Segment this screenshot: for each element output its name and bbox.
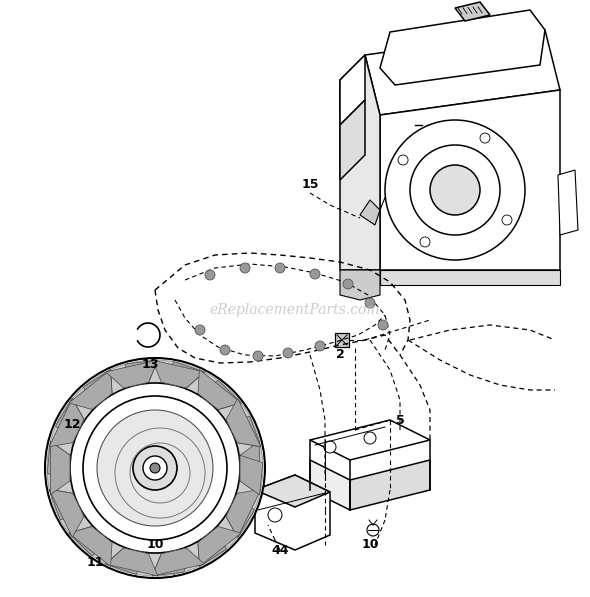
Circle shape [364, 432, 376, 444]
Polygon shape [558, 170, 578, 235]
Circle shape [143, 456, 167, 480]
Polygon shape [47, 441, 70, 481]
Circle shape [83, 419, 91, 427]
Polygon shape [198, 527, 241, 567]
Polygon shape [310, 420, 430, 460]
Circle shape [152, 522, 164, 534]
Polygon shape [380, 270, 560, 285]
Circle shape [378, 320, 388, 330]
Polygon shape [152, 548, 186, 576]
Text: 10: 10 [361, 538, 379, 552]
Text: 13: 13 [142, 359, 159, 371]
Circle shape [398, 155, 408, 165]
Polygon shape [69, 527, 112, 567]
Polygon shape [106, 548, 158, 576]
Text: 10: 10 [146, 538, 164, 552]
Polygon shape [152, 548, 204, 576]
Circle shape [480, 133, 490, 143]
Text: 12: 12 [63, 418, 81, 432]
Polygon shape [240, 456, 263, 495]
Circle shape [324, 441, 336, 453]
Polygon shape [226, 493, 254, 537]
Circle shape [240, 263, 250, 273]
Polygon shape [198, 380, 241, 410]
Polygon shape [106, 360, 158, 388]
Polygon shape [350, 460, 430, 510]
Circle shape [47, 360, 263, 576]
Polygon shape [340, 270, 380, 285]
Polygon shape [49, 399, 84, 447]
Polygon shape [49, 489, 84, 519]
Circle shape [253, 351, 263, 361]
Circle shape [220, 345, 230, 355]
Polygon shape [340, 100, 365, 180]
Polygon shape [84, 370, 112, 410]
Circle shape [268, 508, 282, 522]
Polygon shape [226, 490, 261, 537]
Circle shape [315, 341, 325, 351]
Polygon shape [255, 475, 330, 550]
Circle shape [195, 325, 205, 335]
Polygon shape [162, 362, 205, 388]
Polygon shape [380, 90, 560, 270]
Polygon shape [69, 527, 112, 556]
Polygon shape [152, 360, 204, 388]
Polygon shape [106, 548, 149, 574]
Circle shape [70, 383, 240, 553]
Circle shape [283, 348, 293, 358]
Polygon shape [455, 2, 490, 21]
Polygon shape [380, 10, 545, 85]
Polygon shape [255, 475, 330, 507]
Polygon shape [340, 270, 380, 300]
Bar [335, 333, 349, 347]
Polygon shape [360, 200, 380, 225]
Polygon shape [226, 417, 261, 447]
Circle shape [310, 269, 320, 279]
Circle shape [385, 120, 525, 260]
Polygon shape [69, 370, 112, 410]
Circle shape [45, 358, 265, 578]
Polygon shape [340, 55, 380, 270]
Polygon shape [55, 398, 84, 442]
Circle shape [365, 298, 375, 308]
Polygon shape [365, 30, 560, 115]
Circle shape [205, 270, 215, 280]
Circle shape [133, 446, 177, 490]
Circle shape [343, 279, 353, 289]
Circle shape [150, 463, 160, 473]
Text: eReplacementParts.com: eReplacementParts.com [210, 303, 380, 317]
Text: 2: 2 [336, 349, 345, 362]
Polygon shape [50, 441, 70, 495]
Polygon shape [49, 490, 84, 537]
Text: 11: 11 [86, 556, 104, 570]
Polygon shape [198, 527, 227, 567]
Circle shape [420, 237, 430, 247]
Circle shape [410, 145, 500, 235]
Circle shape [83, 396, 227, 540]
Circle shape [275, 263, 285, 273]
Polygon shape [124, 360, 158, 388]
Text: 5: 5 [396, 414, 404, 426]
Circle shape [102, 540, 118, 556]
Text: 44: 44 [271, 543, 289, 556]
Text: 15: 15 [301, 179, 319, 192]
Polygon shape [340, 55, 365, 125]
Circle shape [367, 524, 379, 536]
Polygon shape [198, 370, 241, 410]
Polygon shape [226, 399, 261, 447]
Circle shape [97, 410, 213, 526]
Circle shape [502, 215, 512, 225]
Circle shape [430, 165, 480, 215]
Polygon shape [310, 460, 350, 510]
Polygon shape [240, 441, 260, 495]
